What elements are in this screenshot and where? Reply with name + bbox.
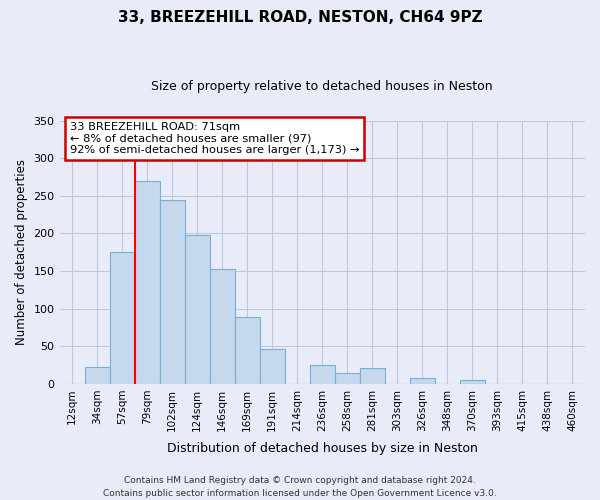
Bar bbox=[335, 374, 360, 384]
Bar bbox=[185, 235, 209, 384]
X-axis label: Distribution of detached houses by size in Neston: Distribution of detached houses by size … bbox=[167, 442, 478, 455]
Title: Size of property relative to detached houses in Neston: Size of property relative to detached ho… bbox=[151, 80, 493, 93]
Bar bbox=[410, 378, 435, 384]
Bar bbox=[260, 348, 285, 384]
Bar bbox=[209, 269, 235, 384]
Bar bbox=[134, 180, 160, 384]
Bar bbox=[460, 380, 485, 384]
Text: 33 BREEZEHILL ROAD: 71sqm
← 8% of detached houses are smaller (97)
92% of semi-d: 33 BREEZEHILL ROAD: 71sqm ← 8% of detach… bbox=[70, 122, 359, 155]
Y-axis label: Number of detached properties: Number of detached properties bbox=[15, 159, 28, 345]
Bar bbox=[160, 200, 185, 384]
Bar bbox=[85, 366, 110, 384]
Bar bbox=[360, 368, 385, 384]
Bar bbox=[235, 317, 260, 384]
Bar bbox=[310, 365, 335, 384]
Text: 33, BREEZEHILL ROAD, NESTON, CH64 9PZ: 33, BREEZEHILL ROAD, NESTON, CH64 9PZ bbox=[118, 10, 482, 25]
Bar bbox=[110, 252, 134, 384]
Text: Contains HM Land Registry data © Crown copyright and database right 2024.
Contai: Contains HM Land Registry data © Crown c… bbox=[103, 476, 497, 498]
